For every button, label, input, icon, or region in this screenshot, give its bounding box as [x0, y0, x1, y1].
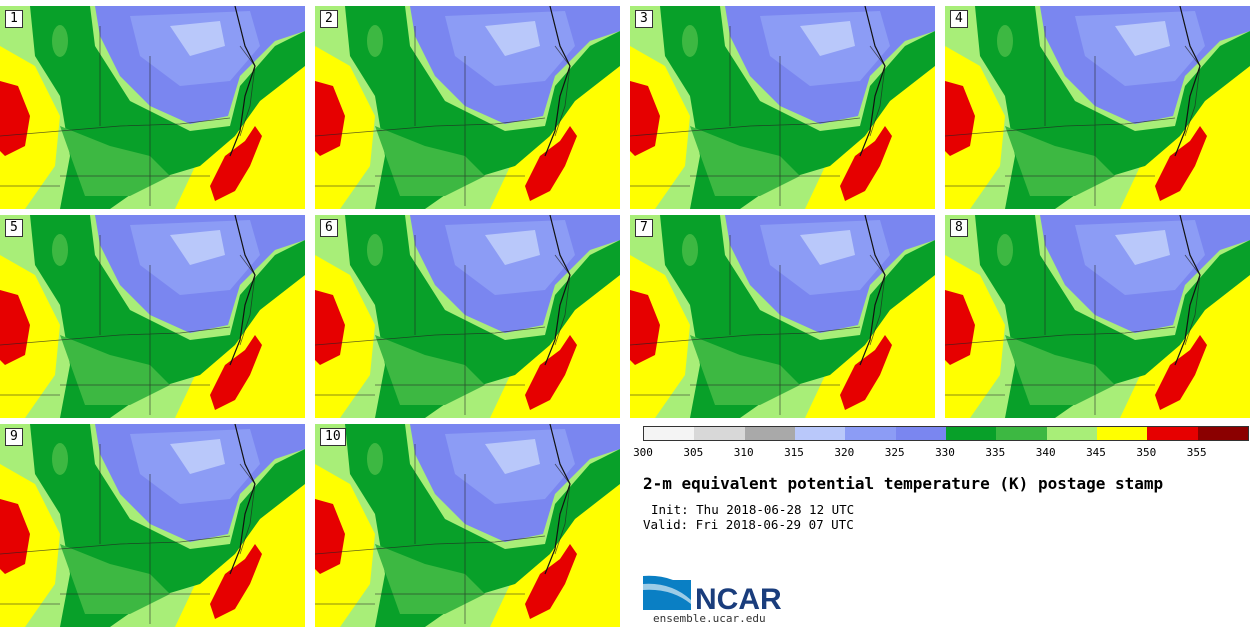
- colorbar-tick-label: 320: [834, 446, 855, 459]
- member-label: 1: [5, 10, 23, 28]
- member-label: 10: [320, 428, 346, 446]
- member-map-2: 2: [315, 6, 620, 209]
- valid-time: Valid: Fri 2018-06-29 07 UTC: [643, 517, 854, 532]
- colorbar-bin: [1147, 427, 1198, 440]
- member-map-5: 5: [0, 215, 305, 418]
- colorbar-tick-label: 315: [784, 446, 804, 459]
- colorbar-bin: [895, 427, 946, 440]
- colorbar: [643, 426, 1249, 441]
- colorbar-tick-label: 310: [733, 446, 754, 459]
- colorbar-bin: [945, 427, 997, 440]
- logo-text: NCAR: [695, 583, 782, 614]
- member-map-8: 8: [945, 215, 1250, 418]
- member-map-1: 1: [0, 6, 305, 209]
- member-map-10: 10: [315, 424, 620, 627]
- colorbar-tick-label: 355: [1186, 446, 1207, 459]
- member-label: 8: [950, 219, 968, 237]
- colorbar-bin: [845, 427, 896, 440]
- colorbar-bin: [694, 427, 745, 440]
- member-map-4: 4: [945, 6, 1250, 209]
- member-label: 5: [5, 219, 23, 237]
- member-map-6: 6: [315, 215, 620, 418]
- colorbar-tick-label: 350: [1136, 446, 1157, 459]
- colorbar-bin: [644, 427, 695, 440]
- member-label: 9: [5, 428, 23, 446]
- colorbar-tick-label: 335: [985, 446, 1006, 459]
- colorbar-tick-label: 340: [1035, 446, 1056, 459]
- colorbar-bin: [1096, 427, 1148, 440]
- init-time: Init: Thu 2018-06-28 12 UTC: [651, 502, 855, 517]
- member-label: 3: [635, 10, 653, 28]
- colorbar-tick-label: 325: [884, 446, 905, 459]
- site-url: ensemble.ucar.edu: [653, 612, 766, 625]
- colorbar-tick-label: 330: [935, 446, 955, 459]
- colorbar-bin: [794, 427, 846, 440]
- ncar-logo: NCAR: [643, 570, 793, 616]
- colorbar-tick-label: 305: [683, 446, 704, 459]
- colorbar-bin: [1197, 427, 1248, 440]
- member-map-7: 7: [630, 215, 935, 418]
- figure-title: 2-m equivalent potential temperature (K)…: [643, 474, 1164, 493]
- colorbar-tick-label: 300: [633, 446, 653, 459]
- colorbar-bin: [1046, 427, 1097, 440]
- member-label: 4: [950, 10, 968, 28]
- colorbar-bin: [744, 427, 795, 440]
- member-label: 7: [635, 219, 653, 237]
- colorbar-ticks: 300 305 310 315 320 325 330 335 340 345 350 355: [633, 446, 1247, 460]
- member-label: 2: [320, 10, 338, 28]
- member-label: 6: [320, 219, 338, 237]
- member-map-9: 9: [0, 424, 305, 627]
- colorbar-bin: [996, 427, 1047, 440]
- member-map-3: 3: [630, 6, 935, 209]
- colorbar-tick-label: 345: [1086, 446, 1106, 459]
